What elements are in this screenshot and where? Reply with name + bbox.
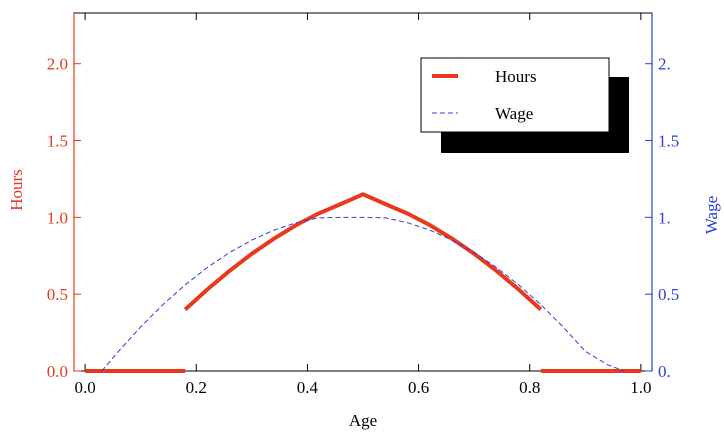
y-left-tick-label: 2.0 (47, 55, 68, 74)
axis-ticks: 0.0 0.2 0.4 0.6 0.8 1.0 0.0 0.5 1.0 1.5 2.0 0. 0.5 1.… (47, 13, 679, 397)
x-tick-label: 0.2 (186, 378, 207, 397)
left-axis-label: Hours (7, 169, 26, 211)
y-left-tick-label: 0.0 (47, 362, 68, 381)
series-group (85, 192, 641, 373)
x-tick-label: 0.8 (519, 378, 540, 397)
y-left-tick-label: 0.5 (47, 285, 68, 304)
legend-wage-label: Wage (495, 104, 533, 123)
legend: Hours Wage (420, 57, 629, 153)
x-tick-label: 0.6 (408, 378, 429, 397)
right-axis-label: Wage (702, 196, 721, 234)
legend-box (420, 57, 610, 133)
x-tick-label: 0.0 (74, 378, 95, 397)
y-left-tick-label: 1.0 (47, 208, 68, 227)
x-axis-label: Age (349, 411, 377, 430)
series-line-wage (101, 216, 625, 372)
y-right-tick-label: 2. (658, 55, 671, 74)
y-right-tick-label: 1. (658, 208, 671, 227)
legend-hours-label: Hours (495, 67, 537, 86)
y-right-tick-label: 0.5 (658, 285, 679, 304)
y-left-tick-label: 1.5 (47, 132, 68, 151)
x-tick-label: 0.4 (297, 378, 319, 397)
x-tick-label: 1.0 (630, 378, 651, 397)
y-right-tick-label: 0. (658, 362, 671, 381)
series-line-hours (183, 192, 543, 311)
y-right-tick-label: 1.5 (658, 132, 679, 151)
